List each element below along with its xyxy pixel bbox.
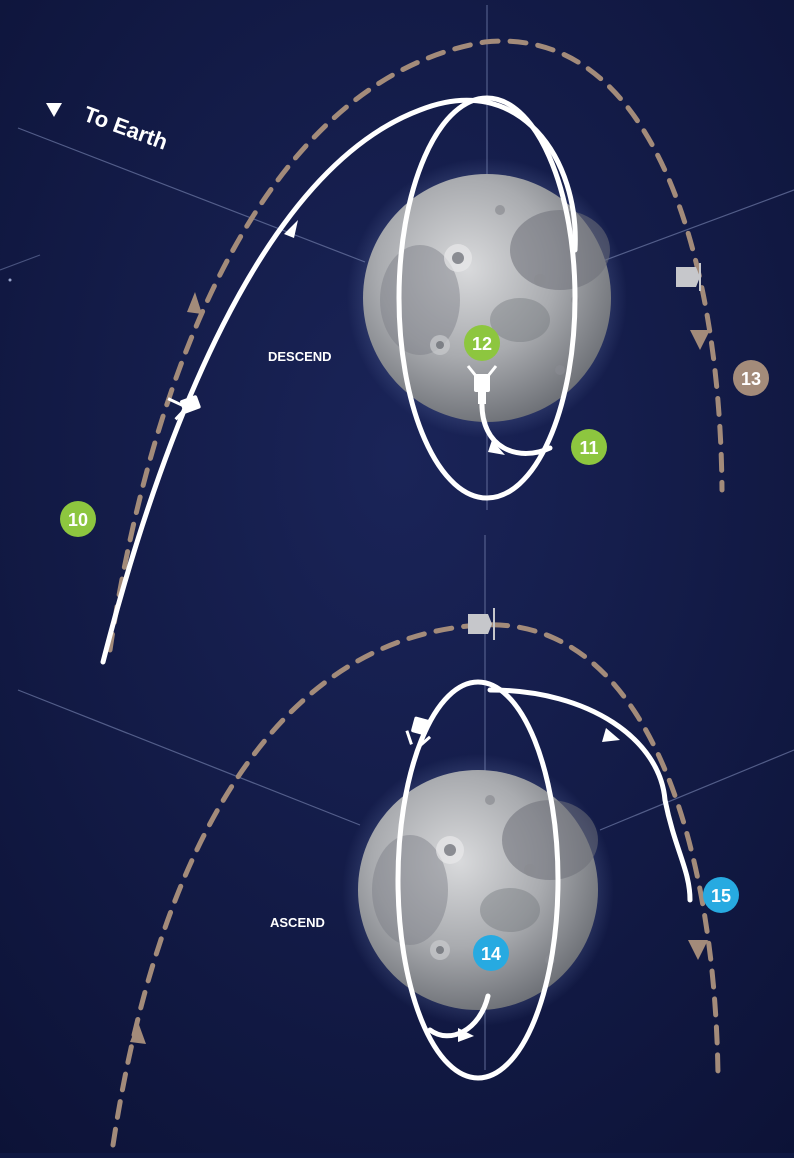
spacecraft-icon [167, 395, 201, 421]
dashed-arrow-down-icon [690, 330, 710, 350]
axis-line-left-stub [0, 254, 41, 271]
dashed-arrow-up-icon [187, 292, 202, 314]
ascent-arrow-icon [458, 1028, 474, 1042]
step-badge-14: 14 [473, 935, 509, 971]
lunar-orbit-ellipse-bottom [395, 679, 561, 1081]
orbiter-icon [676, 263, 701, 291]
step-badge-12: 12 [464, 325, 500, 361]
step-badge-10-text: 10 [68, 510, 88, 530]
trajectory-arrow-icon [284, 220, 298, 238]
rendezvous-trajectory [487, 687, 693, 903]
dashed-arrow-down-bottom-icon [688, 940, 708, 960]
step-badge-11-text: 11 [579, 438, 598, 458]
earth-direction-line [17, 127, 366, 263]
ascend-label: ASCEND [270, 915, 325, 930]
step-badge-15-text: 15 [711, 886, 731, 906]
lander-icon [466, 365, 498, 404]
descend-label: DESCEND [268, 349, 332, 364]
landing-descent-path [479, 397, 553, 456]
descent-arrow-icon [488, 440, 505, 455]
orbiter-icon-bottom [468, 608, 495, 640]
descent-trajectory [100, 97, 578, 665]
axis-line-right [599, 189, 794, 263]
step-badge-11: 11 [571, 429, 607, 465]
moon-icon-bottom [358, 770, 598, 1010]
rendezvous-arrow-icon [602, 728, 620, 742]
ascend-scene: ASCEND [17, 535, 794, 1148]
step-badge-10: 10 [60, 501, 96, 537]
dashed-trajectory-top [107, 38, 725, 653]
step-badge-15: 15 [703, 877, 739, 913]
descend-scene: To Earth DESCEND [0, 5, 794, 665]
step-badge-13-text: 13 [741, 369, 761, 389]
lunar-orbit-ellipse [396, 95, 578, 501]
star-dot [8, 278, 12, 282]
step-badge-13: 13 [733, 360, 769, 396]
dashed-arrow-up-bottom-icon [130, 1022, 146, 1044]
axis-line-left-bottom [17, 689, 361, 826]
step-badge-12-text: 12 [472, 334, 492, 354]
step-badge-14-text: 14 [481, 944, 501, 964]
ascent-module-icon [405, 716, 432, 748]
axis-line-right-bottom [599, 749, 794, 831]
to-earth-arrow-icon [46, 103, 62, 117]
